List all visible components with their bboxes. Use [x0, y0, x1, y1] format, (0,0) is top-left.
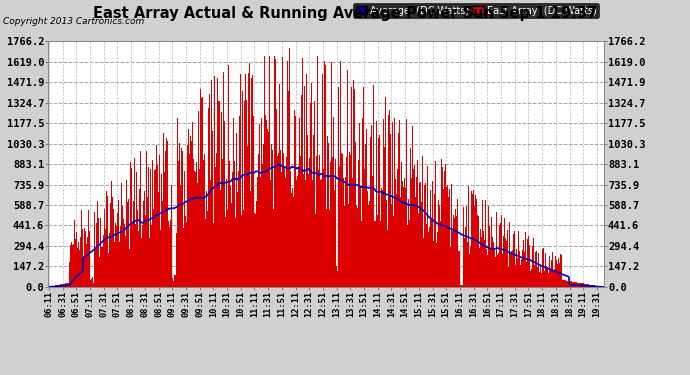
Text: East Array Actual & Running Average Power Sun Sep 1 19:37: East Array Actual & Running Average Powe…: [93, 6, 597, 21]
Text: Copyright 2013 Cartronics.com: Copyright 2013 Cartronics.com: [3, 17, 145, 26]
Legend: Average  (DC Watts), East Array  (DC Watts): Average (DC Watts), East Array (DC Watts…: [353, 3, 599, 18]
